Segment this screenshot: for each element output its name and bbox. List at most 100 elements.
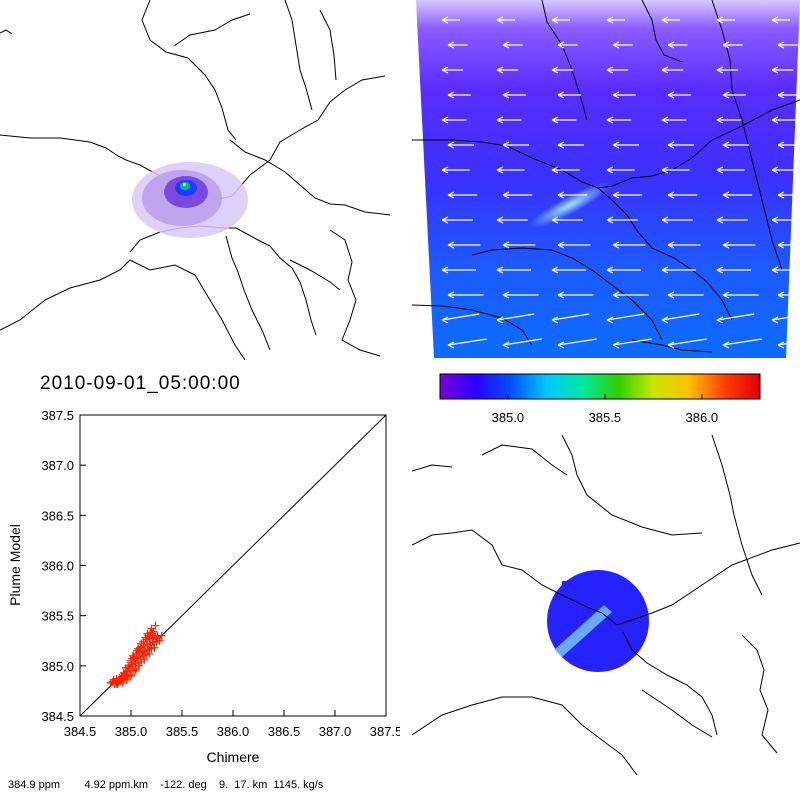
wind-arrow — [667, 141, 694, 149]
river-line — [471, 247, 663, 341]
wind-arrow — [441, 116, 467, 124]
river-line — [289, 259, 341, 291]
river-line — [412, 529, 800, 626]
scatter-point — [127, 658, 135, 667]
wind-arrow — [551, 166, 580, 174]
wind-arrow — [612, 41, 633, 49]
wind-arrow — [606, 116, 632, 124]
river-line — [319, 9, 337, 81]
wind-arrow — [722, 191, 753, 199]
wind-arrow — [722, 141, 749, 149]
river-line — [412, 99, 800, 189]
wind-arrow — [612, 141, 639, 149]
wind-arrow — [557, 41, 578, 49]
wind-arrow — [777, 291, 800, 299]
concentration-field — [416, 0, 800, 358]
wind-arrow — [716, 66, 739, 74]
river-line — [412, 444, 568, 476]
wind-arrow — [771, 66, 794, 74]
y-axis-label: Plume Model — [7, 524, 23, 606]
scatter-point — [122, 675, 131, 684]
river-line — [0, 259, 246, 360]
footer-concentration: 384.9 ppm — [8, 779, 60, 791]
timestamp: 2010-09-01_05:00:00 — [40, 373, 241, 394]
wind-vectors — [441, 16, 800, 349]
scatter-point — [131, 666, 140, 675]
wind-arrow — [606, 66, 629, 74]
scatter-point — [120, 669, 129, 678]
wind-arrow — [557, 241, 591, 249]
wind-arrow — [606, 166, 635, 174]
river-line — [597, 187, 733, 321]
wind-arrow — [496, 313, 535, 324]
scatter-point — [157, 631, 166, 640]
river-line — [235, 227, 317, 336]
wind-arrow — [441, 66, 464, 74]
x-tick-label: 387.0 — [319, 724, 352, 739]
colorbar-tick-label: 386.0 — [686, 410, 719, 425]
model-plume-map — [412, 435, 800, 775]
x-tick-label: 386.0 — [217, 724, 250, 739]
wind-arrow — [502, 141, 529, 149]
chimere-wind-map — [412, 0, 800, 358]
scatter-point — [127, 671, 135, 680]
scatter-point — [155, 636, 164, 645]
observed-plume-cloud — [132, 162, 248, 238]
wind-arrow — [612, 291, 649, 299]
wind-arrow — [771, 116, 797, 124]
scatter-point — [118, 678, 127, 687]
river-line — [641, 0, 683, 63]
wind-arrow — [441, 166, 470, 174]
wind-arrow — [606, 313, 645, 324]
model-plume-beam — [554, 605, 612, 657]
wind-arrow — [771, 314, 800, 324]
scatter-point — [147, 624, 156, 633]
wind-arrow — [496, 216, 528, 224]
colorbar-tick-label: 385.0 — [492, 410, 525, 425]
footer-column: 4.92 ppm.km — [84, 779, 149, 791]
colorbar-strip — [439, 373, 761, 400]
wind-arrow — [667, 41, 688, 49]
scatter-point — [113, 679, 122, 688]
wind-arrow — [606, 266, 641, 274]
scatter-point — [136, 643, 145, 652]
wind-arrow — [777, 191, 800, 199]
wind-arrow — [777, 241, 800, 249]
wind-arrow — [557, 191, 588, 199]
colorbar: 385.0 385.5 386.0 — [439, 373, 761, 425]
wind-arrow — [661, 313, 700, 324]
x-tick-label: 385.0 — [115, 724, 148, 739]
observation-map — [0, 0, 390, 360]
river-line — [561, 435, 703, 536]
wind-arrow — [661, 166, 690, 174]
wind-arrow — [502, 41, 523, 49]
river-line — [621, 629, 718, 736]
wind-arrow — [502, 338, 542, 349]
wind-arrow — [716, 216, 748, 224]
wind-arrow — [777, 41, 798, 49]
scatter-point — [150, 643, 159, 652]
x-tick-label: 386.5 — [268, 724, 301, 739]
y-tick-label: 387.0 — [41, 458, 74, 473]
wind-arrow — [667, 291, 704, 299]
wind-arrow — [557, 338, 597, 349]
wind-arrow — [502, 241, 536, 249]
wind-arrow — [551, 266, 586, 274]
footer-flux: 1145. kg/s — [273, 779, 324, 791]
river-line — [641, 689, 713, 738]
wind-arrow — [722, 291, 759, 299]
y-tick-label: 386.5 — [41, 508, 74, 523]
wind-arrow — [771, 16, 790, 24]
scatter-point — [137, 639, 146, 648]
wind-arrow — [502, 291, 539, 299]
wind-arrow — [661, 266, 696, 274]
x-tick-label: 384.5 — [64, 724, 97, 739]
scatter-point — [153, 634, 162, 643]
river-line — [711, 435, 763, 596]
wind-arrow — [722, 338, 762, 349]
scatter-point — [123, 663, 132, 672]
wind-arrow — [777, 340, 800, 349]
wind-arrow — [612, 241, 646, 249]
wind-arrow — [551, 313, 590, 324]
scatter-point — [148, 629, 157, 638]
